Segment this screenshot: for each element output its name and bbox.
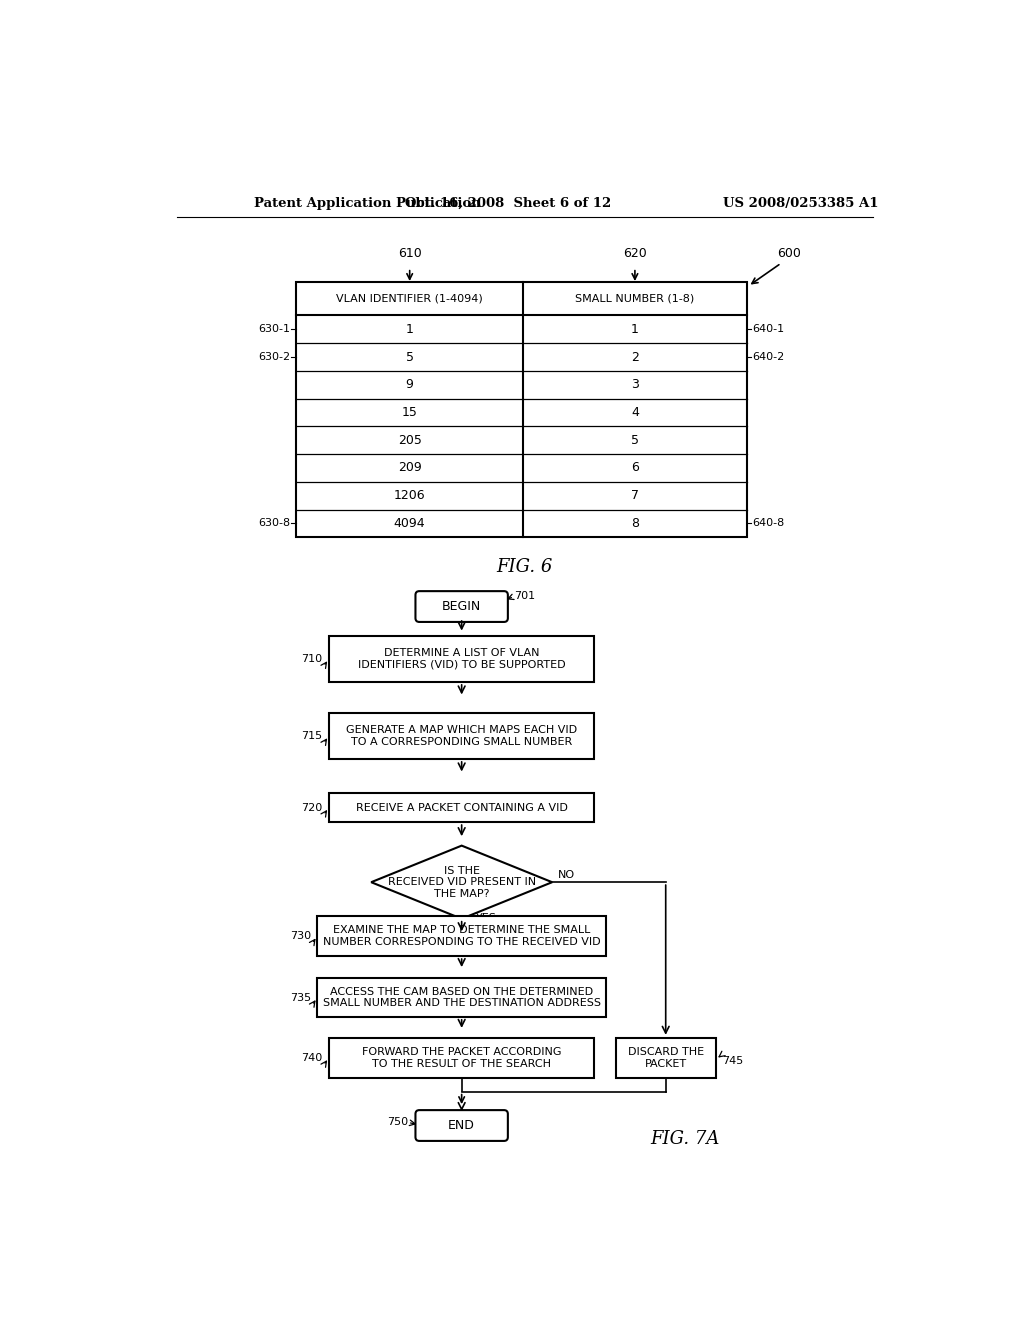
Text: IS THE
RECEIVED VID PRESENT IN
THE MAP?: IS THE RECEIVED VID PRESENT IN THE MAP? — [388, 866, 536, 899]
Bar — [329, 713, 595, 759]
Text: NO: NO — [558, 870, 575, 879]
Text: 630-1: 630-1 — [258, 325, 290, 334]
Text: 15: 15 — [401, 407, 418, 418]
Text: US 2008/0253385 A1: US 2008/0253385 A1 — [723, 197, 879, 210]
Text: Patent Application Publication: Patent Application Publication — [254, 197, 480, 210]
Text: FORWARD THE PACKET ACCORDING
TO THE RESULT OF THE SEARCH: FORWARD THE PACKET ACCORDING TO THE RESU… — [361, 1047, 561, 1069]
Text: FIG. 7A: FIG. 7A — [650, 1130, 720, 1148]
Text: 209: 209 — [397, 462, 422, 474]
Text: 1206: 1206 — [394, 490, 426, 502]
Text: 600: 600 — [777, 247, 801, 260]
Text: 4094: 4094 — [394, 517, 426, 529]
Text: RECEIVE A PACKET CONTAINING A VID: RECEIVE A PACKET CONTAINING A VID — [355, 803, 567, 813]
Text: YES: YES — [475, 912, 497, 923]
Text: 5: 5 — [406, 351, 414, 363]
Text: 725: 725 — [414, 924, 435, 933]
Text: 701: 701 — [514, 591, 536, 601]
Text: 7: 7 — [631, 490, 639, 502]
Bar — [615, 1038, 716, 1077]
Text: 750: 750 — [387, 1117, 408, 1127]
Bar — [296, 281, 746, 537]
Bar — [317, 916, 606, 956]
Text: EXAMINE THE MAP TO DETERMINE THE SMALL
NUMBER CORRESPONDING TO THE RECEIVED VID: EXAMINE THE MAP TO DETERMINE THE SMALL N… — [323, 925, 600, 946]
Text: 740: 740 — [301, 1053, 323, 1063]
Text: 3: 3 — [631, 379, 639, 391]
Text: 640-8: 640-8 — [753, 519, 785, 528]
Text: BEGIN: BEGIN — [442, 601, 481, 612]
Text: DISCARD THE
PACKET: DISCARD THE PACKET — [628, 1047, 703, 1069]
Text: DETERMINE A LIST OF VLAN
IDENTIFIERS (VID) TO BE SUPPORTED: DETERMINE A LIST OF VLAN IDENTIFIERS (VI… — [357, 648, 565, 669]
Text: 730: 730 — [290, 931, 311, 941]
Polygon shape — [371, 846, 552, 919]
Text: 1: 1 — [631, 323, 639, 335]
Text: FIG. 6: FIG. 6 — [497, 557, 553, 576]
Text: 4: 4 — [631, 407, 639, 418]
Text: 710: 710 — [301, 653, 323, 664]
Text: END: END — [449, 1119, 475, 1133]
FancyBboxPatch shape — [416, 591, 508, 622]
Text: 8: 8 — [631, 517, 639, 529]
Text: 5: 5 — [631, 434, 639, 446]
Text: 715: 715 — [301, 731, 323, 741]
Bar — [329, 636, 595, 682]
Text: VLAN IDENTIFIER (1-4094): VLAN IDENTIFIER (1-4094) — [336, 293, 483, 304]
Text: 640-2: 640-2 — [753, 352, 785, 362]
Text: 1: 1 — [406, 323, 414, 335]
FancyBboxPatch shape — [416, 1110, 508, 1140]
Text: 2: 2 — [631, 351, 639, 363]
Text: 9: 9 — [406, 379, 414, 391]
Text: 745: 745 — [722, 1056, 743, 1065]
Text: ACCESS THE CAM BASED ON THE DETERMINED
SMALL NUMBER AND THE DESTINATION ADDRESS: ACCESS THE CAM BASED ON THE DETERMINED S… — [323, 987, 601, 1008]
Text: SMALL NUMBER (1-8): SMALL NUMBER (1-8) — [575, 293, 694, 304]
Text: 630-2: 630-2 — [258, 352, 290, 362]
Text: Oct. 16, 2008  Sheet 6 of 12: Oct. 16, 2008 Sheet 6 of 12 — [404, 197, 611, 210]
Bar — [317, 978, 606, 1016]
Text: 610: 610 — [397, 247, 422, 260]
Text: 205: 205 — [397, 434, 422, 446]
Text: 620: 620 — [623, 247, 647, 260]
Text: 630-8: 630-8 — [258, 519, 290, 528]
Text: 735: 735 — [290, 993, 311, 1003]
Text: 6: 6 — [631, 462, 639, 474]
Text: GENERATE A MAP WHICH MAPS EACH VID
TO A CORRESPONDING SMALL NUMBER: GENERATE A MAP WHICH MAPS EACH VID TO A … — [346, 725, 578, 747]
Bar — [329, 793, 595, 822]
Text: 640-1: 640-1 — [753, 325, 784, 334]
Bar — [329, 1038, 595, 1077]
Text: 720: 720 — [301, 803, 323, 813]
